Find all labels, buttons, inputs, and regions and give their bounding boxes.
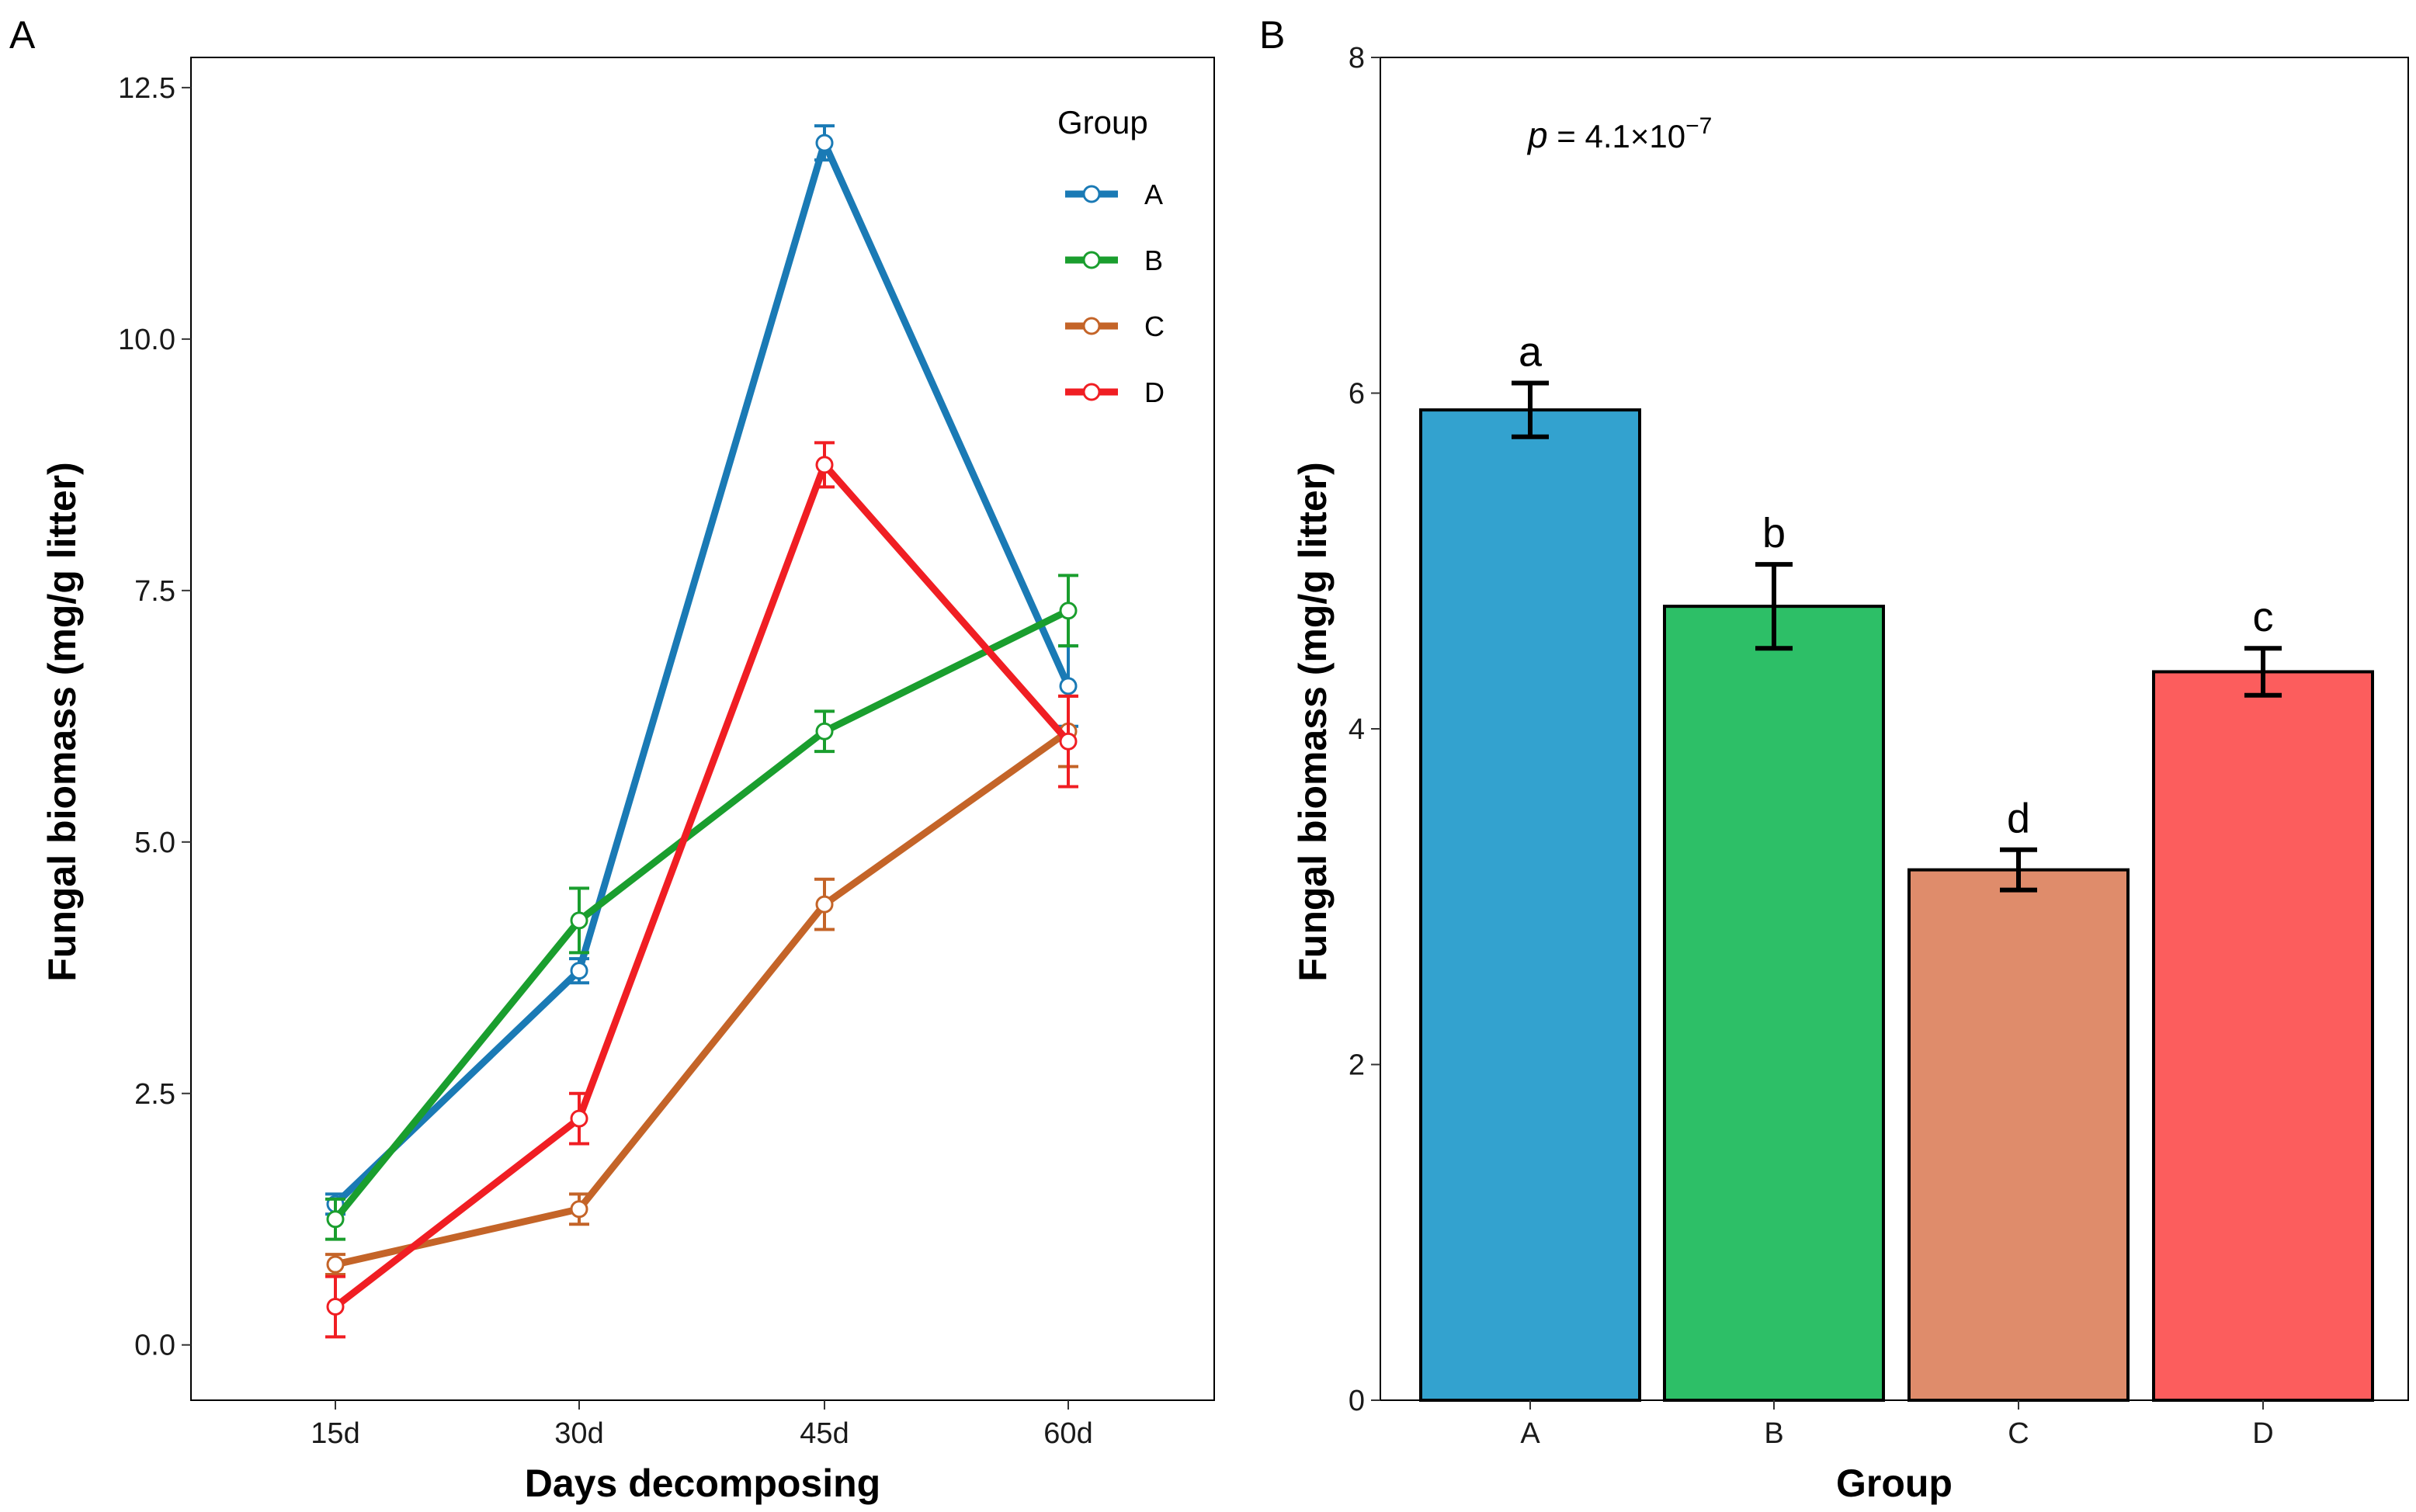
- legend-item-a: A: [1065, 179, 1163, 210]
- line-x-tick-label: 30d: [554, 1417, 603, 1450]
- bar-group-b: b: [1663, 510, 1885, 1402]
- legend-label: D: [1144, 376, 1165, 408]
- bar-d: [2152, 670, 2374, 1402]
- data-point: [326, 1297, 345, 1316]
- legend-items: A B C D: [1065, 179, 1165, 408]
- data-point: [815, 722, 834, 740]
- line-x-axis: 15d 30d 45d 60d: [311, 1400, 1093, 1450]
- line-series-group: [325, 124, 1078, 1339]
- legend-key-point: [1082, 317, 1101, 335]
- data-point: [570, 1200, 588, 1219]
- data-point: [326, 1210, 345, 1229]
- line-y-axis-title: Fungal biomass (mg/g litter): [40, 462, 84, 981]
- bar-c: [1907, 868, 2130, 1402]
- line-y-tick-label: 2.5: [134, 1078, 175, 1111]
- bar-x-tick-label: D: [2252, 1417, 2273, 1450]
- data-point: [570, 962, 588, 980]
- data-point: [326, 1255, 345, 1274]
- legend-key-point: [1082, 185, 1101, 203]
- bar-b: [1663, 605, 1885, 1402]
- bar-group-a: a: [1419, 329, 1641, 1402]
- series-b: [325, 574, 1078, 1241]
- data-point: [815, 134, 834, 152]
- series-a: [325, 124, 1078, 1216]
- significance-letter: a: [1519, 329, 1543, 376]
- data-point: [570, 1109, 588, 1128]
- panel-label-a: A: [9, 13, 36, 57]
- line-x-tick-label: 60d: [1043, 1417, 1092, 1450]
- data-point: [815, 456, 834, 474]
- line-chart-panel: 0.0 2.5 5.0 7.5 10.0 12.5 15d 30d 45d 60d Days d…: [40, 57, 1215, 1505]
- bar-group-c: d: [1907, 796, 2130, 1402]
- series-line-b: [332, 607, 1070, 1222]
- line-y-tick-label: 10.0: [118, 324, 175, 356]
- bar-x-tick-label: A: [1520, 1417, 1540, 1450]
- bar-y-tick-label: 4: [1349, 713, 1365, 746]
- data-point: [1059, 602, 1078, 620]
- error-bar: [1755, 562, 1793, 651]
- legend-label: C: [1144, 310, 1165, 342]
- legend-item-c: C: [1065, 310, 1165, 342]
- bar-series-group: a b d c: [1419, 329, 2374, 1402]
- bar-a: [1419, 408, 1641, 1402]
- bar-y-axis-title: Fungal biomass (mg/g litter): [1291, 462, 1335, 981]
- pvalue-exponent: −7: [1685, 113, 1712, 139]
- panel-label-b: B: [1259, 13, 1285, 57]
- legend: Group A B C D: [1057, 104, 1165, 408]
- bar-group-d: c: [2152, 594, 2374, 1402]
- line-y-tick-label: 12.5: [118, 72, 175, 105]
- line-plot-frame: [190, 57, 1215, 1401]
- bar-x-tick-label: B: [1764, 1417, 1783, 1450]
- legend-item-b: B: [1065, 244, 1163, 276]
- series-line-d: [333, 461, 1071, 1310]
- line-y-tick-label: 7.5: [134, 575, 175, 608]
- bar-x-axis: A B C D: [1520, 1400, 2274, 1450]
- legend-label: B: [1144, 244, 1163, 276]
- error-bar: [1512, 380, 1549, 439]
- line-y-tick-label: 5.0: [134, 827, 175, 859]
- error-bar: [2000, 847, 2037, 893]
- pvalue-annotation: p = 4.1×10−7: [1526, 113, 1712, 155]
- line-x-axis-title: Days decomposing: [525, 1462, 880, 1505]
- line-y-axis: 0.0 2.5 5.0 7.5 10.0 12.5: [118, 72, 191, 1362]
- bar-y-tick-label: 8: [1349, 42, 1365, 75]
- data-point: [815, 895, 834, 914]
- data-point: [1059, 677, 1078, 695]
- series-line-c: [335, 728, 1071, 1268]
- pvalue-text: = 4.1×10: [1548, 118, 1686, 154]
- bar-x-tick-label: C: [2008, 1417, 2029, 1450]
- significance-letter: c: [2253, 594, 2274, 640]
- data-point: [1059, 732, 1078, 751]
- line-x-tick-label: 15d: [311, 1417, 359, 1450]
- legend-title: Group: [1057, 104, 1148, 140]
- legend-key-point: [1082, 251, 1101, 269]
- series-d: [325, 441, 1078, 1339]
- bar-y-tick-label: 0: [1349, 1385, 1365, 1417]
- pvalue-symbol: p: [1526, 115, 1548, 155]
- legend-key-point: [1082, 383, 1101, 401]
- significance-letter: d: [2007, 796, 2030, 842]
- legend-label: A: [1144, 179, 1163, 210]
- line-x-tick-label: 45d: [800, 1417, 849, 1450]
- data-point: [570, 911, 588, 930]
- bar-y-tick-label: 2: [1349, 1049, 1365, 1082]
- series-line-a: [332, 139, 1072, 1207]
- legend-item-d: D: [1065, 376, 1165, 408]
- significance-letter: b: [1762, 510, 1786, 557]
- bar-y-tick-label: 6: [1349, 378, 1365, 411]
- bar-x-axis-title: Group: [1836, 1462, 1953, 1505]
- line-y-tick-label: 0.0: [134, 1330, 175, 1362]
- bar-chart-panel: 0 2 4 6 8 a b d c A B C D p = 4.1×10−7 Group Funga…: [1291, 42, 2409, 1505]
- error-bar: [2244, 646, 2282, 698]
- bar-y-axis: 0 2 4 6 8: [1349, 42, 1380, 1417]
